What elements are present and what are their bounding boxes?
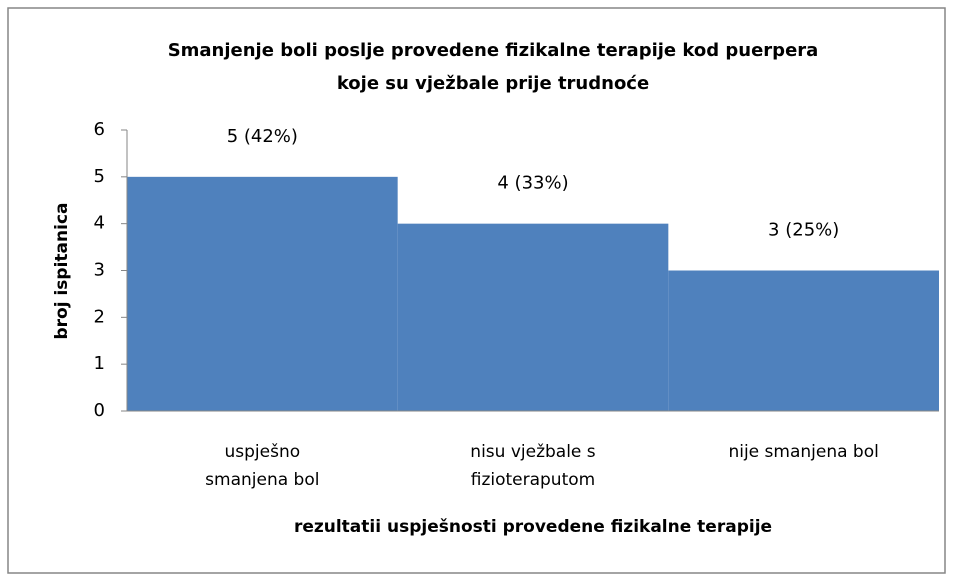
y-tick-label: 1 (94, 353, 105, 374)
chart-title: koje su vježbale prije trudnoće (337, 73, 649, 94)
x-tick-label: uspješno smanjena bol (205, 442, 320, 490)
x-axis-label: rezultatii uspješnosti provedene fizikal… (294, 517, 772, 537)
bar (668, 270, 939, 411)
chart-title: Smanjenje boli poslje provedene fizikaln… (168, 40, 819, 61)
y-tick-label: 4 (94, 213, 105, 234)
bar (397, 223, 669, 411)
data-label: 5 (42%) (227, 126, 298, 147)
y-tick-label: 0 (94, 400, 105, 421)
y-tick-label: 5 (94, 166, 105, 187)
y-axis-label: broj ispitanica (52, 203, 72, 340)
y-tick-label: 6 (94, 119, 105, 140)
x-tick-label-box: uspješno smanjena bol (205, 442, 320, 490)
data-label: 3 (25%) (768, 220, 839, 241)
x-tick-label-box: nije smanjena bol (728, 442, 879, 462)
y-tick-label: 2 (94, 306, 105, 327)
x-tick-label: nisu vježbale s fizioteraputom (470, 442, 596, 490)
data-label: 4 (33%) (497, 173, 568, 194)
y-tick-label: 3 (94, 260, 105, 281)
x-tick-label-box: nisu vježbale s fizioteraputom (470, 442, 596, 490)
x-tick-label: nije smanjena bol (728, 442, 879, 462)
bar (127, 176, 398, 411)
